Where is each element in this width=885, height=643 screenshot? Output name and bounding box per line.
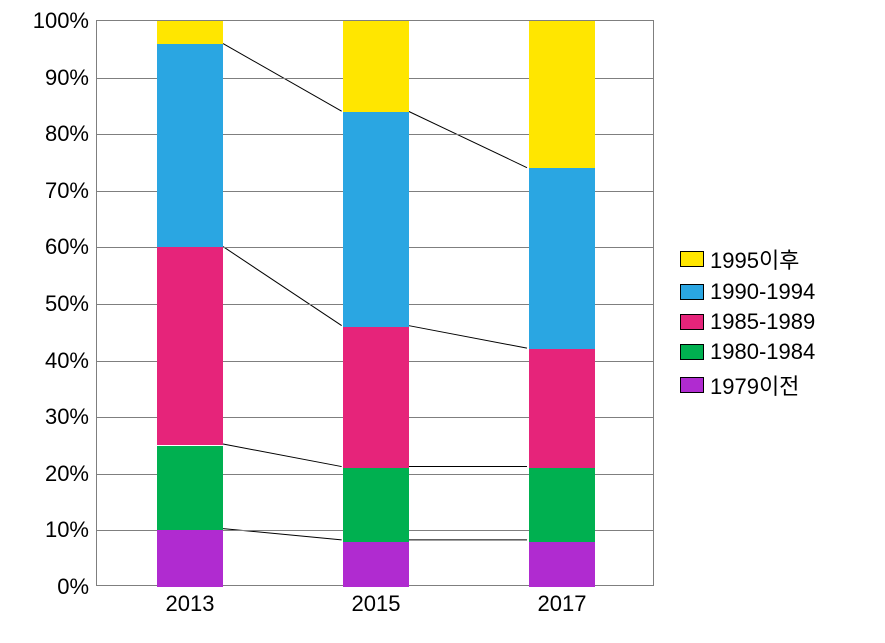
y-axis-label: 40% <box>45 348 97 374</box>
x-axis-label: 2015 <box>352 585 401 617</box>
bar-segment <box>529 21 596 168</box>
legend-item: 1979이전 <box>680 369 815 401</box>
y-axis-label: 20% <box>45 461 97 487</box>
y-axis-label: 10% <box>45 517 97 543</box>
bar-column <box>157 21 224 587</box>
bar-segment <box>529 542 596 587</box>
y-axis-label: 0% <box>57 574 97 600</box>
legend-label: 1985-1989 <box>710 309 815 335</box>
legend-item: 1985-1989 <box>680 309 815 335</box>
legend-item: 1995이후 <box>680 243 815 275</box>
y-axis-label: 30% <box>45 404 97 430</box>
bar-segment <box>343 112 410 327</box>
y-axis-label: 90% <box>45 65 97 91</box>
y-axis-label: 50% <box>45 291 97 317</box>
legend-swatch <box>680 344 704 360</box>
bar-segment <box>157 247 224 445</box>
legend-label: 1995이후 <box>710 243 799 275</box>
legend-label: 1990-1994 <box>710 279 815 305</box>
bar-segment <box>343 327 410 469</box>
plot-area: 0%10%20%30%40%50%60%70%80%90%100%2013201… <box>96 20 654 586</box>
bar-segment <box>529 468 596 542</box>
bar-segment <box>157 21 224 44</box>
legend: 1995이후 1990-1994 1985-1989 1980-1984 1979이전 <box>670 239 815 405</box>
bar-segment <box>157 44 224 248</box>
y-axis-label: 100% <box>33 8 97 34</box>
bar-column <box>529 21 596 587</box>
legend-swatch <box>680 377 704 393</box>
legend-label: 1980-1984 <box>710 339 815 365</box>
bar-segment <box>343 468 410 542</box>
legend-swatch <box>680 284 704 300</box>
y-axis-label: 70% <box>45 178 97 204</box>
legend-item: 1990-1994 <box>680 279 815 305</box>
y-axis-label: 60% <box>45 234 97 260</box>
legend-swatch <box>680 314 704 330</box>
bar-segment <box>343 21 410 112</box>
bar-segment <box>157 530 224 587</box>
x-axis-label: 2017 <box>538 585 587 617</box>
x-axis-label: 2013 <box>166 585 215 617</box>
stacked-bar-chart: 0% 10% 20% 30% 40% 50% 60% 70% 80% 90% 100% 2013 201… <box>10 10 875 633</box>
legend-item: 1980-1984 <box>680 339 815 365</box>
bar-segment <box>529 168 596 349</box>
legend-label: 1979이전 <box>710 369 799 401</box>
bar-segment <box>343 542 410 587</box>
bar-column <box>343 21 410 587</box>
bar-segment <box>529 349 596 468</box>
legend-swatch <box>680 251 704 267</box>
bar-segment <box>157 446 224 531</box>
y-axis-label: 80% <box>45 121 97 147</box>
